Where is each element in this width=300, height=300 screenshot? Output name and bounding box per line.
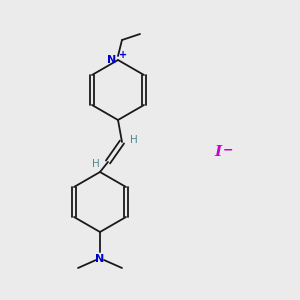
Text: I: I: [214, 145, 222, 159]
Text: N: N: [107, 55, 116, 65]
Text: H: H: [92, 159, 100, 169]
Text: N: N: [95, 254, 105, 264]
Text: −: −: [223, 143, 233, 157]
Text: H: H: [130, 135, 138, 145]
Text: +: +: [119, 50, 127, 60]
